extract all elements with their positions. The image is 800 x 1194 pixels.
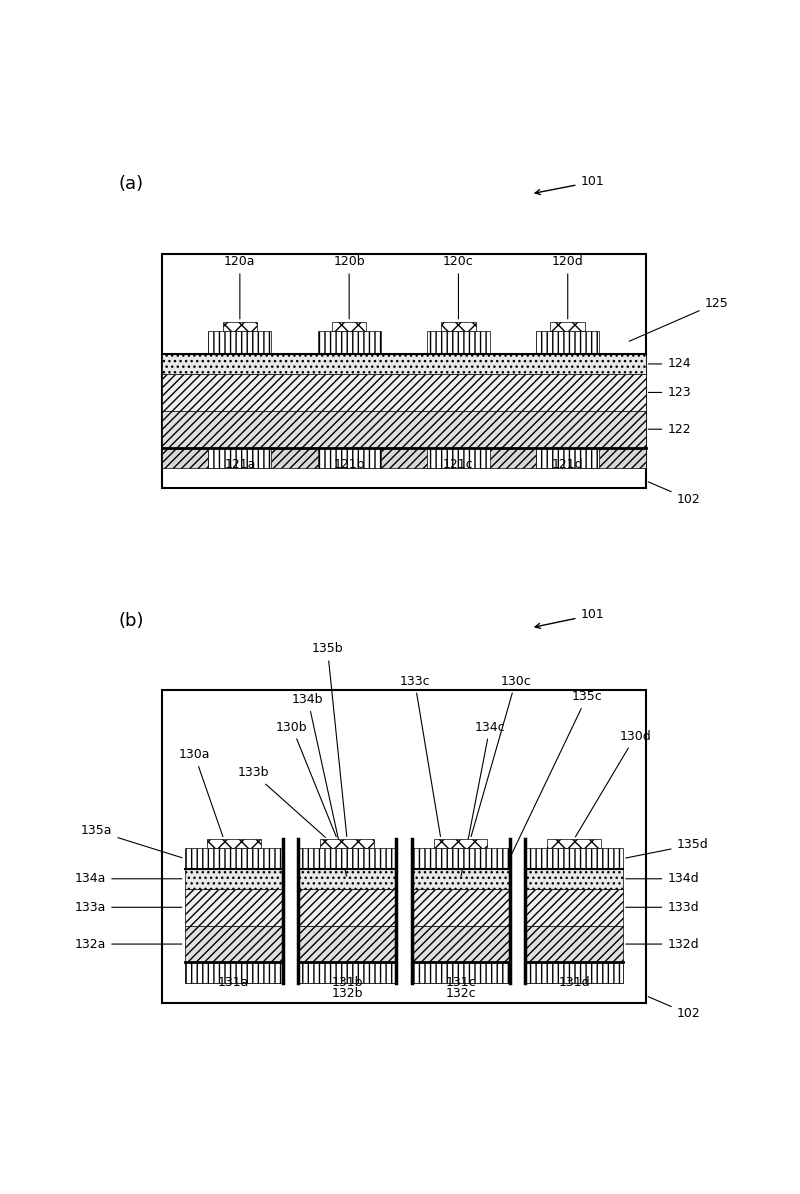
- Bar: [427, 448, 490, 468]
- Text: 101: 101: [535, 609, 604, 628]
- Text: 120d: 120d: [552, 256, 584, 319]
- Text: 124: 124: [648, 357, 691, 370]
- Text: 121b: 121b: [334, 458, 365, 472]
- Bar: [222, 321, 257, 331]
- Bar: [441, 321, 476, 331]
- Text: 134a: 134a: [75, 873, 182, 885]
- Bar: [298, 849, 396, 869]
- Text: 102: 102: [648, 482, 700, 505]
- Text: 121a: 121a: [224, 458, 255, 472]
- Text: 130b: 130b: [276, 720, 336, 837]
- Bar: [162, 353, 646, 374]
- Bar: [162, 374, 646, 411]
- Bar: [320, 839, 374, 849]
- Text: 120b: 120b: [334, 256, 365, 319]
- Bar: [550, 321, 585, 331]
- Bar: [536, 448, 599, 468]
- Text: 120a: 120a: [224, 256, 256, 319]
- Text: (b): (b): [118, 613, 144, 630]
- Text: 132b: 132b: [331, 987, 363, 1001]
- Bar: [525, 888, 623, 925]
- Bar: [525, 869, 623, 888]
- Text: (a): (a): [118, 176, 144, 193]
- Text: 122: 122: [648, 423, 691, 436]
- Text: 135b: 135b: [312, 642, 346, 837]
- Bar: [298, 925, 396, 962]
- Bar: [318, 331, 381, 353]
- Bar: [185, 962, 282, 983]
- Bar: [525, 962, 623, 983]
- Bar: [411, 962, 510, 983]
- Bar: [298, 869, 396, 888]
- Text: 121d: 121d: [552, 458, 583, 472]
- Text: 121c: 121c: [443, 458, 474, 472]
- Text: 131b: 131b: [331, 977, 363, 989]
- Text: 130a: 130a: [178, 749, 223, 837]
- Bar: [185, 925, 282, 962]
- Bar: [525, 962, 623, 983]
- Bar: [206, 839, 261, 849]
- Text: 132a: 132a: [75, 937, 182, 950]
- Bar: [298, 962, 396, 983]
- Text: 133a: 133a: [75, 900, 182, 913]
- Text: 134d: 134d: [626, 873, 699, 885]
- Bar: [162, 448, 646, 468]
- Text: 134b: 134b: [292, 693, 346, 876]
- Text: 130d: 130d: [575, 730, 651, 837]
- Text: 135d: 135d: [626, 838, 708, 858]
- Bar: [209, 448, 271, 468]
- Text: 120c: 120c: [443, 256, 474, 319]
- Bar: [332, 321, 366, 331]
- Bar: [547, 839, 601, 849]
- Text: 135a: 135a: [81, 825, 182, 857]
- Text: 101: 101: [535, 176, 604, 195]
- Text: 133c: 133c: [399, 675, 441, 837]
- Bar: [411, 849, 510, 869]
- Bar: [536, 331, 599, 353]
- Text: 134c: 134c: [461, 720, 506, 876]
- Bar: [298, 962, 396, 983]
- Bar: [185, 888, 282, 925]
- Bar: [411, 888, 510, 925]
- Bar: [411, 869, 510, 888]
- Text: 130c: 130c: [471, 675, 531, 837]
- Bar: [434, 839, 487, 849]
- Bar: [185, 869, 282, 888]
- Bar: [427, 331, 490, 353]
- Bar: [411, 962, 510, 983]
- Text: 133b: 133b: [238, 767, 326, 837]
- Text: 133d: 133d: [626, 900, 699, 913]
- Text: 123: 123: [648, 386, 691, 399]
- Bar: [162, 253, 646, 488]
- Text: 102: 102: [648, 997, 700, 1021]
- Bar: [185, 849, 282, 869]
- Bar: [525, 925, 623, 962]
- Text: 135c: 135c: [510, 690, 602, 856]
- Bar: [209, 331, 271, 353]
- Bar: [411, 925, 510, 962]
- Bar: [318, 448, 381, 468]
- Bar: [525, 849, 623, 869]
- Bar: [162, 690, 646, 1003]
- Text: 131a: 131a: [218, 977, 250, 989]
- Text: 132c: 132c: [446, 987, 476, 1001]
- Text: 131c: 131c: [446, 977, 476, 989]
- Text: 125: 125: [630, 297, 728, 341]
- Text: 131d: 131d: [558, 977, 590, 989]
- Text: 132d: 132d: [626, 937, 699, 950]
- Bar: [185, 962, 282, 983]
- Bar: [162, 411, 646, 448]
- Bar: [298, 888, 396, 925]
